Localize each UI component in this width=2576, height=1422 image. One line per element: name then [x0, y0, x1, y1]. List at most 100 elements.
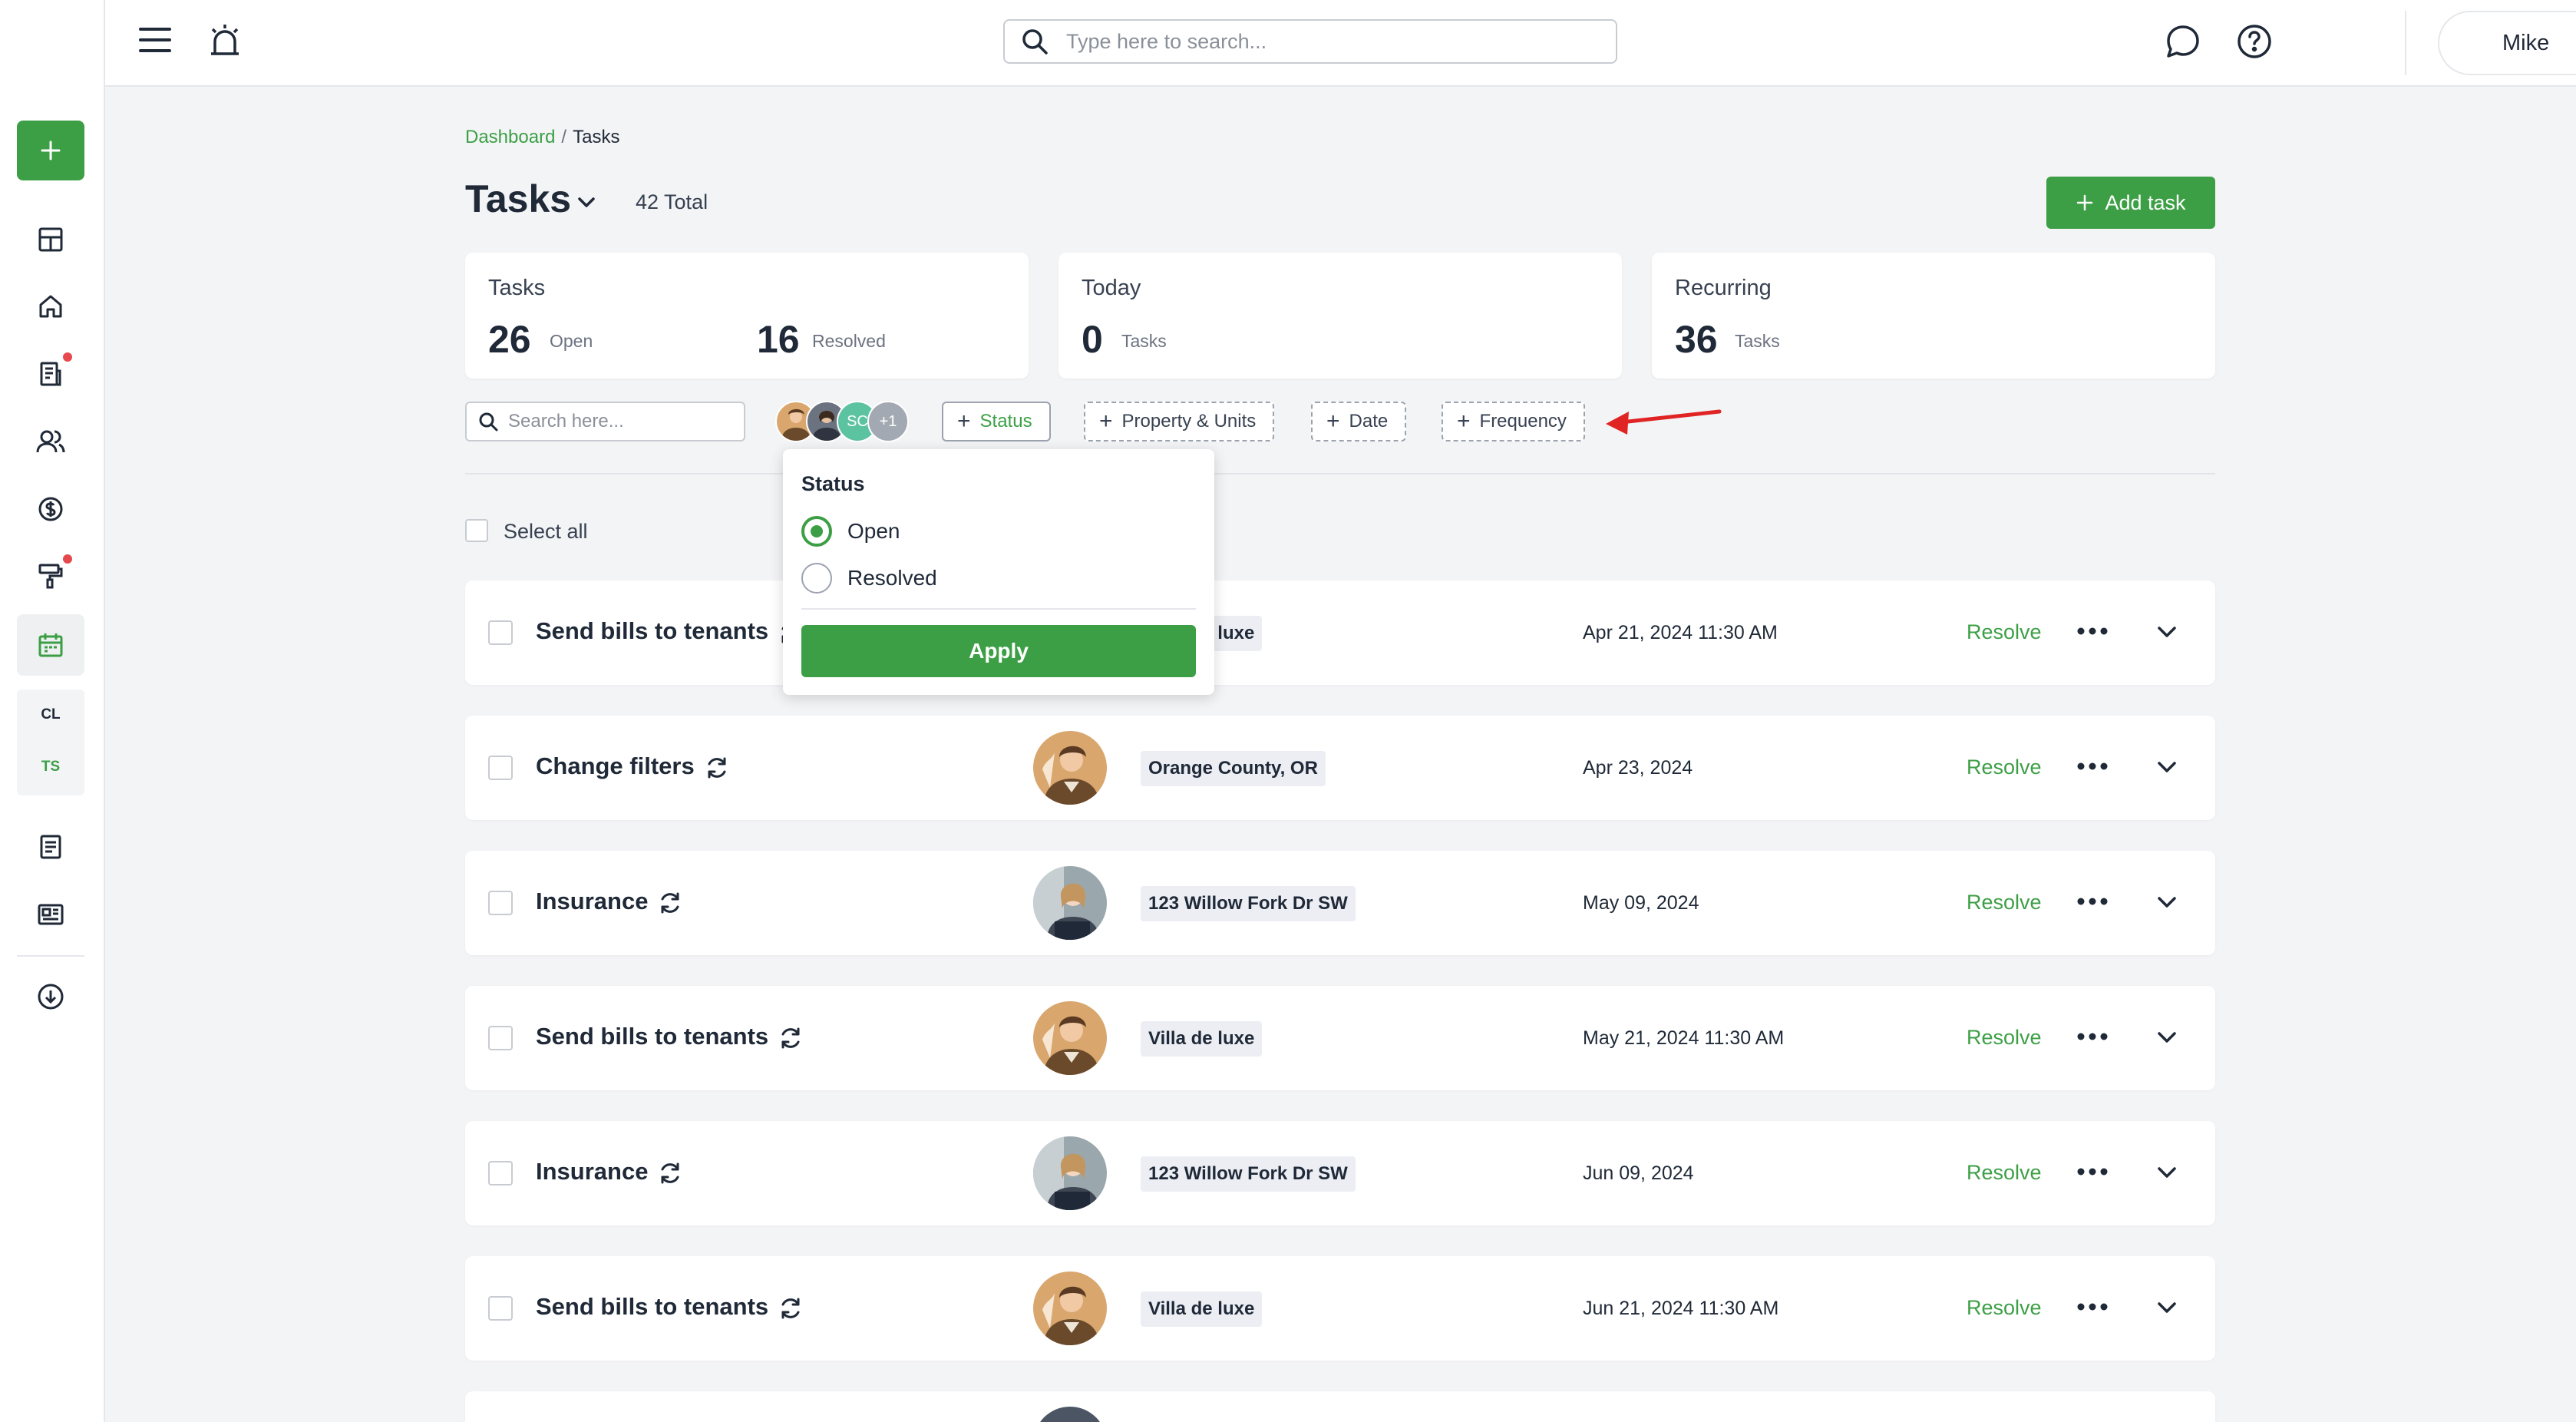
more-horizontal-icon	[2077, 1168, 2108, 1176]
more-options-button[interactable]	[2076, 892, 2109, 911]
status-resolved-radio[interactable]	[801, 563, 832, 594]
property-tag[interactable]: Villa de luxe	[1141, 1291, 1263, 1327]
dollar-circle-icon	[38, 497, 63, 521]
task-search[interactable]	[465, 402, 745, 441]
stat-open-count: 26	[488, 318, 531, 361]
table-row[interactable]: Insurance 123 Willow Fork Dr SW Jun 09, 20…	[465, 1121, 2215, 1225]
sidebar-item-dashboard[interactable]	[28, 217, 74, 263]
menu-icon	[139, 28, 171, 52]
sidebar-item-people[interactable]	[28, 418, 74, 465]
apply-button[interactable]: Apply	[801, 625, 1196, 677]
row-checkbox[interactable]	[488, 891, 513, 915]
property-tag[interactable]: Villa de luxe	[1141, 1021, 1263, 1057]
expand-row-button[interactable]	[2154, 1159, 2180, 1186]
task-date: May 09, 2024	[1583, 892, 1699, 914]
alarm-button[interactable]	[207, 21, 243, 58]
task-title[interactable]: Send bills to tenants	[536, 617, 804, 646]
more-options-button[interactable]	[2076, 757, 2109, 775]
more-options-button[interactable]	[2076, 1162, 2109, 1181]
table-row[interactable]: Change filters Orange County, OR Apr 23, 2…	[465, 716, 2215, 820]
sidebar-item-leases[interactable]	[28, 351, 74, 397]
task-title[interactable]: Send bills to tenants	[536, 1023, 804, 1051]
stat-card-tasks[interactable]: Tasks 26 Open 16 Resolved	[465, 253, 1029, 379]
task-date: Apr 21, 2024 11:30 AM	[1583, 622, 1778, 643]
task-title[interactable]: Insurance	[536, 1158, 683, 1186]
sidebar-item-tasks[interactable]	[28, 622, 74, 668]
filter-chip-frequency[interactable]: + Frequency	[1442, 402, 1585, 441]
assignee-avatar	[1033, 1272, 1107, 1345]
row-checkbox[interactable]	[488, 1026, 513, 1050]
select-all-label: Select all	[504, 520, 588, 543]
global-search[interactable]	[1003, 19, 1617, 64]
property-tag[interactable]: Orange County, OR	[1141, 751, 1326, 786]
table-row[interactable]: Insurance 123 Willow Fork Dr SW May 09, 20…	[465, 851, 2215, 955]
messages-button[interactable]	[2165, 23, 2201, 60]
expand-row-button[interactable]	[2154, 1295, 2180, 1321]
table-row[interactable]: Send bills to tenants Villa de luxe Jun 21…	[465, 1256, 2215, 1361]
assignee-avatar	[1033, 1001, 1107, 1075]
task-title[interactable]: Send bills to tenants	[536, 1293, 804, 1321]
expand-row-button[interactable]	[2154, 1024, 2180, 1050]
filter-chip-date[interactable]: + Date	[1311, 402, 1407, 441]
expand-row-button[interactable]	[2154, 889, 2180, 915]
users-icon	[36, 430, 65, 453]
hamburger-menu-button[interactable]	[138, 25, 172, 55]
create-new-button[interactable]	[17, 121, 84, 180]
sidebar-sub-ts[interactable]: TS	[41, 759, 61, 775]
filter-chip-status[interactable]: + Status	[942, 402, 1051, 441]
expand-row-button[interactable]	[2154, 619, 2180, 645]
row-checkbox[interactable]	[488, 1296, 513, 1321]
user-menu-button[interactable]: Mike	[2438, 11, 2576, 75]
task-title[interactable]: Insurance	[536, 888, 683, 916]
title-dropdown-button[interactable]	[574, 190, 599, 215]
stat-card-recurring[interactable]: Recurring 36 Tasks	[1652, 253, 2215, 379]
table-row[interactable]: Send bills to tenants Villa de luxe May 21…	[465, 986, 2215, 1090]
sidebar-item-maintenance[interactable]	[28, 553, 74, 599]
resolve-button[interactable]: Resolve	[1967, 1161, 2042, 1184]
status-open-radio[interactable]	[801, 516, 832, 547]
more-options-button[interactable]	[2076, 622, 2109, 640]
breadcrumb-dashboard[interactable]: Dashboard	[465, 127, 556, 147]
calendar-icon	[38, 633, 63, 657]
status-resolved-label[interactable]: Resolved	[847, 566, 937, 590]
notification-dot	[63, 554, 72, 564]
stat-card-today[interactable]: Today 0 Tasks	[1058, 253, 1622, 379]
add-task-button[interactable]: Add task	[2046, 177, 2215, 229]
plus-icon: +	[1326, 408, 1340, 434]
sidebar-item-accounting[interactable]	[28, 486, 74, 532]
resolve-button[interactable]: Resolve	[1967, 1296, 2042, 1319]
global-search-input[interactable]	[1066, 29, 1588, 54]
resolve-button[interactable]: Resolve	[1967, 1026, 2042, 1049]
stat-open-label: Open	[550, 331, 593, 351]
sidebar-sub-cl[interactable]: CL	[41, 706, 61, 723]
sidebar-item-notes[interactable]	[28, 824, 74, 870]
task-search-input[interactable]	[508, 411, 738, 432]
help-button[interactable]	[2236, 23, 2273, 60]
chevron-down-icon	[578, 197, 595, 207]
stat-title: Tasks	[488, 276, 546, 300]
task-title-text: Insurance	[536, 1158, 649, 1185]
sidebar-item-properties[interactable]	[28, 283, 74, 329]
task-title[interactable]: Change filters	[536, 752, 730, 781]
resolve-button[interactable]: Resolve	[1967, 891, 2042, 914]
tasks-total: 42 Total	[636, 190, 708, 213]
property-tag[interactable]: 123 Willow Fork Dr SW	[1141, 886, 1356, 921]
more-options-button[interactable]	[2076, 1298, 2109, 1316]
file-text-icon	[40, 835, 61, 859]
more-options-button[interactable]	[2076, 1027, 2109, 1046]
sidebar-item-download[interactable]	[28, 974, 74, 1020]
row-checkbox[interactable]	[488, 620, 513, 645]
filter-chip-property-units[interactable]: + Property & Units	[1084, 402, 1275, 441]
search-icon	[479, 412, 498, 432]
row-checkbox[interactable]	[488, 1161, 513, 1186]
select-all-checkbox[interactable]	[465, 519, 488, 542]
status-open-label[interactable]: Open	[847, 519, 900, 543]
resolve-button[interactable]: Resolve	[1967, 620, 2042, 643]
expand-row-button[interactable]	[2154, 754, 2180, 780]
property-tag[interactable]: 123 Willow Fork Dr SW	[1141, 1156, 1356, 1192]
row-checkbox[interactable]	[488, 756, 513, 780]
sidebar-item-reports[interactable]	[28, 891, 74, 938]
table-row[interactable]	[465, 1391, 2215, 1422]
resolve-button[interactable]: Resolve	[1967, 756, 2042, 779]
